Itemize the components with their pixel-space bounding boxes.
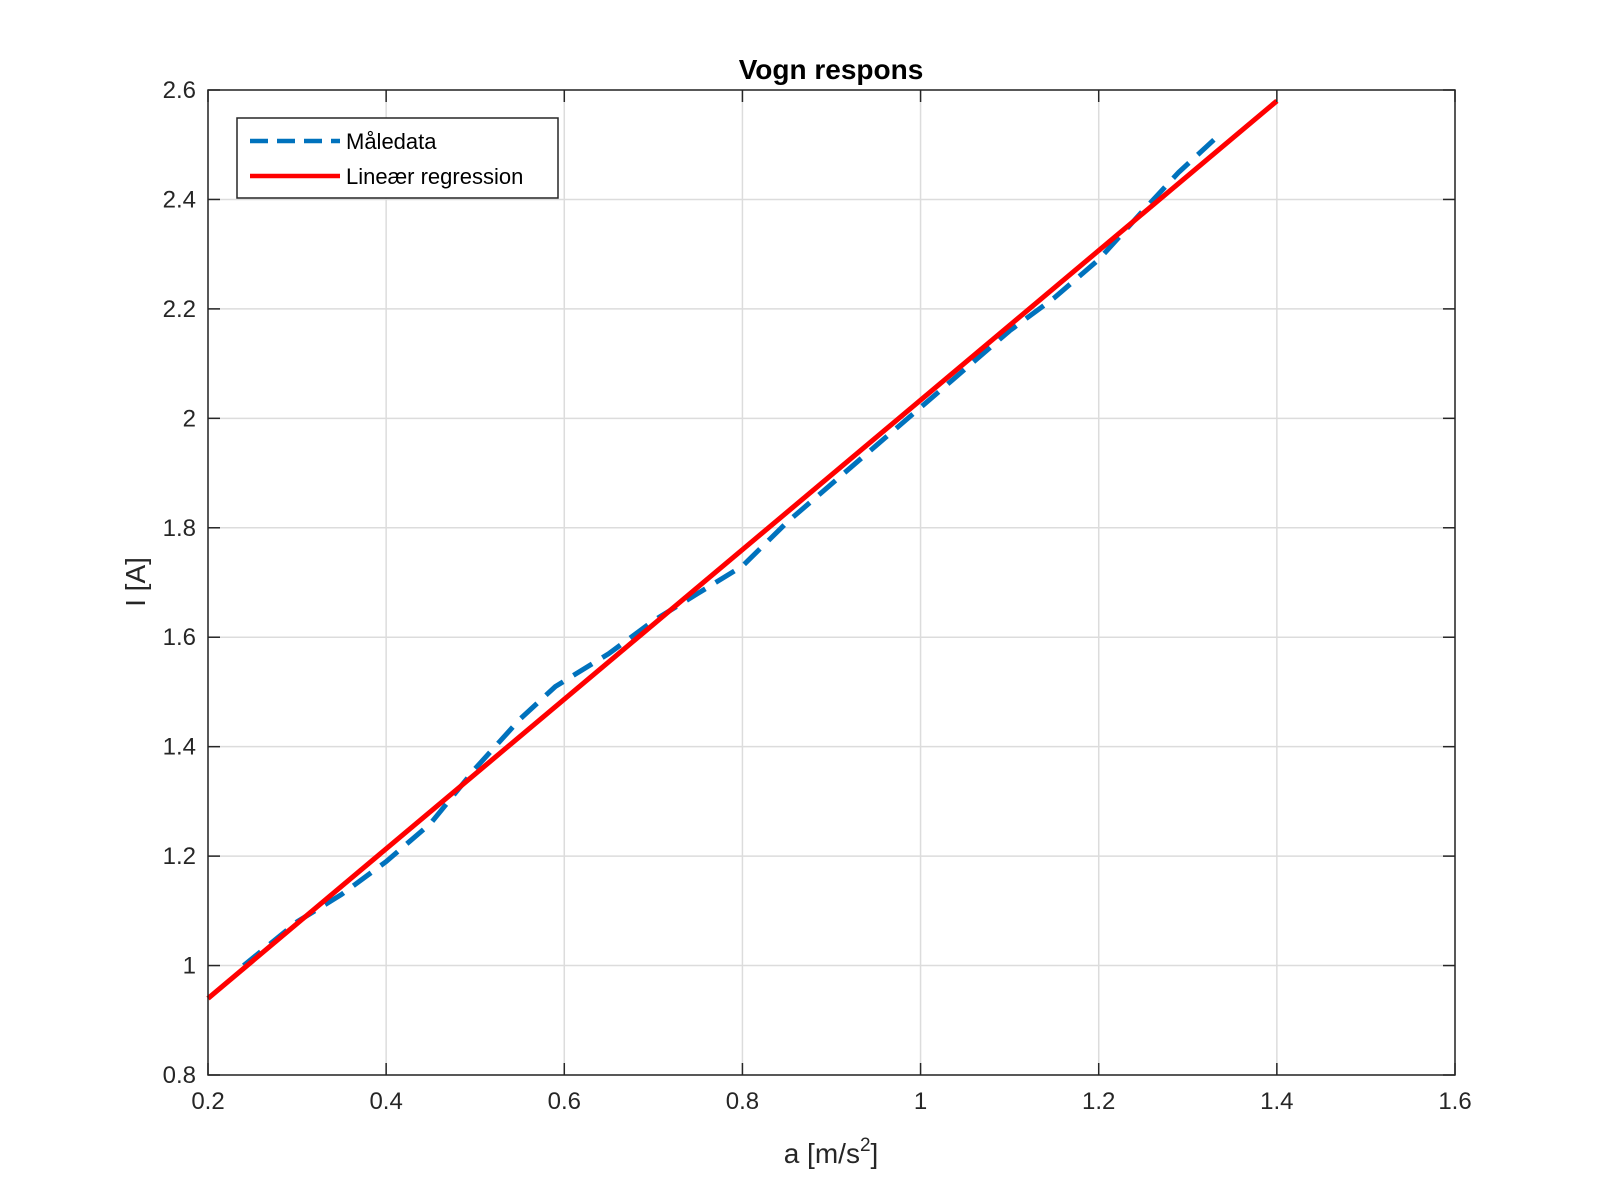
x-axis-label-suffix: ] <box>871 1138 879 1169</box>
x-axis-label: a [m/s2] <box>784 1135 879 1169</box>
legend-label-linear-regression: Lineær regression <box>346 164 523 189</box>
y-tick-label: 0.8 <box>163 1062 196 1089</box>
legend-label-maledata: Måledata <box>346 129 437 154</box>
y-axis-label: I [A] <box>120 557 151 607</box>
x-tick-label: 0.2 <box>191 1088 224 1115</box>
axes-box <box>207 89 1456 1076</box>
plot-area <box>208 90 1455 1075</box>
x-tick-label: 0.6 <box>548 1088 581 1115</box>
y-tick-label: 1.2 <box>163 843 196 870</box>
y-tick-label: 1.4 <box>163 734 196 761</box>
x-tick-label: 1 <box>914 1088 927 1115</box>
axes <box>207 89 1456 1076</box>
legend-box <box>236 117 559 199</box>
series-line-linear-regression <box>206 98 1279 1001</box>
x-tick-label: 0.4 <box>369 1088 402 1115</box>
series-layer <box>206 98 1279 1001</box>
x-axis-label-main: a [m/s <box>784 1138 860 1169</box>
x-tick-label: 1.6 <box>1438 1088 1471 1115</box>
chart-title: Vogn respons <box>739 54 924 85</box>
x-tick-label: 1.2 <box>1082 1088 1115 1115</box>
x-axis-label-superscript: 2 <box>860 1135 871 1156</box>
y-tick-label: 1 <box>183 953 196 980</box>
x-tick-label: 0.8 <box>726 1088 759 1115</box>
x-tick-label: 1.4 <box>1260 1088 1293 1115</box>
y-tick-label: 1.6 <box>163 624 196 651</box>
y-tick-label: 1.8 <box>163 515 196 542</box>
y-tick-label: 2 <box>183 405 196 432</box>
y-tick-label: 2.4 <box>163 186 196 213</box>
y-tick-label: 2.2 <box>163 296 196 323</box>
y-tick-label: 2.6 <box>163 77 196 104</box>
series-line-maledata <box>242 137 1217 968</box>
ticks: 0.2 0.4 0.6 0.8 1 1.2 1.4 1.6 0.8 1 1.2 1.4 1.6 1.8 2 2… <box>163 77 1472 1115</box>
legend: Måledata Lineær regression <box>236 117 559 199</box>
